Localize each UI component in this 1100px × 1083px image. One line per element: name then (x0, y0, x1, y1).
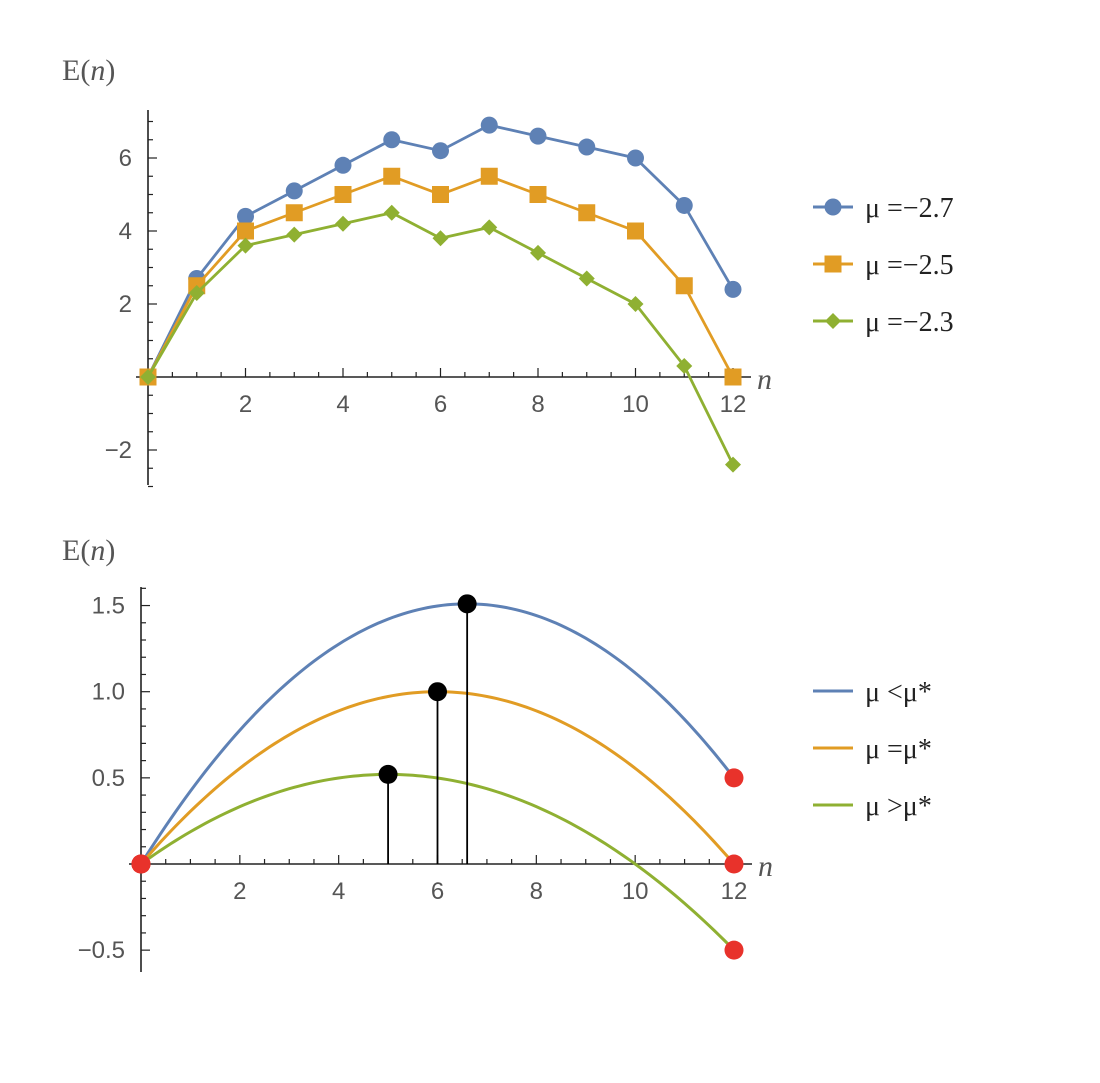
series-line-1 (146, 123, 735, 378)
series-curve-1 (139, 602, 736, 865)
data-point-square (529, 186, 547, 203)
data-point-square (432, 186, 449, 203)
data-point-circle (480, 116, 498, 134)
data-point-circle (724, 280, 742, 298)
data-point-circle (627, 149, 644, 167)
x-tick-label: 6 (431, 878, 444, 905)
y-tick-label: −2 (105, 437, 132, 464)
y-tick-label: 1.5 (92, 593, 125, 620)
data-point-circle (237, 207, 254, 225)
y-axis-label: E(n) (62, 534, 115, 567)
data-point-diamond (627, 296, 644, 312)
x-tick-label: 6 (434, 391, 447, 418)
x-tick-label: 2 (239, 391, 252, 418)
x-tick-label: 4 (336, 391, 349, 418)
legend-label: μ =−2.7 (865, 193, 954, 224)
data-point-square (627, 222, 644, 240)
legend-entry-1: μ =−2.7 (813, 193, 954, 224)
data-point-diamond (481, 219, 498, 236)
y-tick-label: 6 (119, 145, 132, 172)
x-tick-label: 12 (720, 391, 747, 418)
y-tick-label: 0.5 (92, 765, 125, 792)
x-axis-label: n (758, 850, 773, 883)
legend-entry-1: μ <μ* (813, 677, 932, 708)
data-point-diamond (188, 285, 205, 302)
legend-entry-2: μ =−2.5 (813, 250, 954, 281)
legend-label: μ =−2.3 (865, 307, 954, 338)
x-tick-label: 4 (332, 878, 345, 905)
x-axis-label: n (757, 363, 772, 396)
x-tick-label: 10 (622, 391, 649, 418)
data-point-square (383, 167, 401, 185)
data-point-square (285, 204, 303, 222)
x-tick-label: 12 (721, 878, 748, 905)
legend-label: μ =μ* (865, 734, 932, 765)
data-point-circle (578, 138, 596, 156)
chart-panel-2: E(n) 2 4 6 8 10 12 n −0.5 0.5 1.0 1.5 μ <μ* μ =μ* μ >μ… (62, 534, 932, 972)
data-point-diamond (383, 204, 400, 221)
series-line-3 (146, 211, 735, 466)
data-point-diamond (335, 215, 351, 232)
y-tick-label: 4 (119, 218, 132, 245)
legend-entry-2: μ =μ* (813, 734, 932, 765)
legend-marker-square (824, 255, 842, 273)
data-point-square (675, 277, 693, 295)
endpoint-point (131, 854, 151, 874)
legend-entry-3: μ =−2.3 (813, 307, 954, 338)
legend-marker-diamond (825, 313, 841, 329)
maximum-point (378, 764, 398, 784)
data-point-circle (334, 156, 352, 174)
data-point-square (578, 204, 596, 222)
data-point-circle (675, 196, 693, 214)
data-point-circle (383, 131, 401, 149)
endpoint-point (724, 940, 744, 960)
data-point-square (724, 368, 742, 386)
data-point-diamond (530, 244, 546, 261)
series-line-2 (146, 174, 735, 378)
x-tick-label: 2 (233, 878, 246, 905)
data-point-diamond (725, 456, 741, 473)
x-tick-label: 8 (530, 878, 543, 905)
legend-label: μ <μ* (865, 677, 932, 708)
data-point-square (334, 186, 352, 203)
legend-marker-circle (824, 198, 842, 216)
data-point-diamond (286, 226, 303, 243)
data-point-diamond (432, 230, 449, 247)
data-point-square (480, 167, 498, 185)
data-point-diamond (676, 358, 693, 375)
legend-label: μ >μ* (865, 791, 932, 822)
data-point-circle (432, 142, 449, 160)
maximum-point (457, 594, 477, 614)
data-point-circle (529, 127, 547, 145)
y-axis-label: E(n) (62, 54, 115, 87)
data-point-diamond (237, 237, 254, 254)
data-point-diamond (578, 270, 595, 287)
endpoint-point (724, 768, 744, 788)
maximum-point (428, 682, 447, 702)
data-point-circle (285, 182, 303, 200)
data-point-square (237, 222, 254, 240)
legend-label: μ =−2.5 (865, 250, 954, 281)
x-tick-label: 8 (531, 391, 544, 418)
chart-panel-1: E(n) 2 4 6 8 10 12 n −2 2 4 6 μ =−2.7 μ =−2.5 μ =−2.3 (62, 54, 954, 488)
endpoint-point (724, 854, 744, 874)
legend-entry-3: μ >μ* (813, 791, 932, 822)
data-point-diamond (140, 369, 156, 385)
y-tick-label: 2 (119, 291, 132, 318)
x-tick-label: 10 (622, 878, 649, 905)
y-tick-label: 1.0 (92, 679, 125, 706)
y-tick-label: −0.5 (78, 937, 125, 964)
